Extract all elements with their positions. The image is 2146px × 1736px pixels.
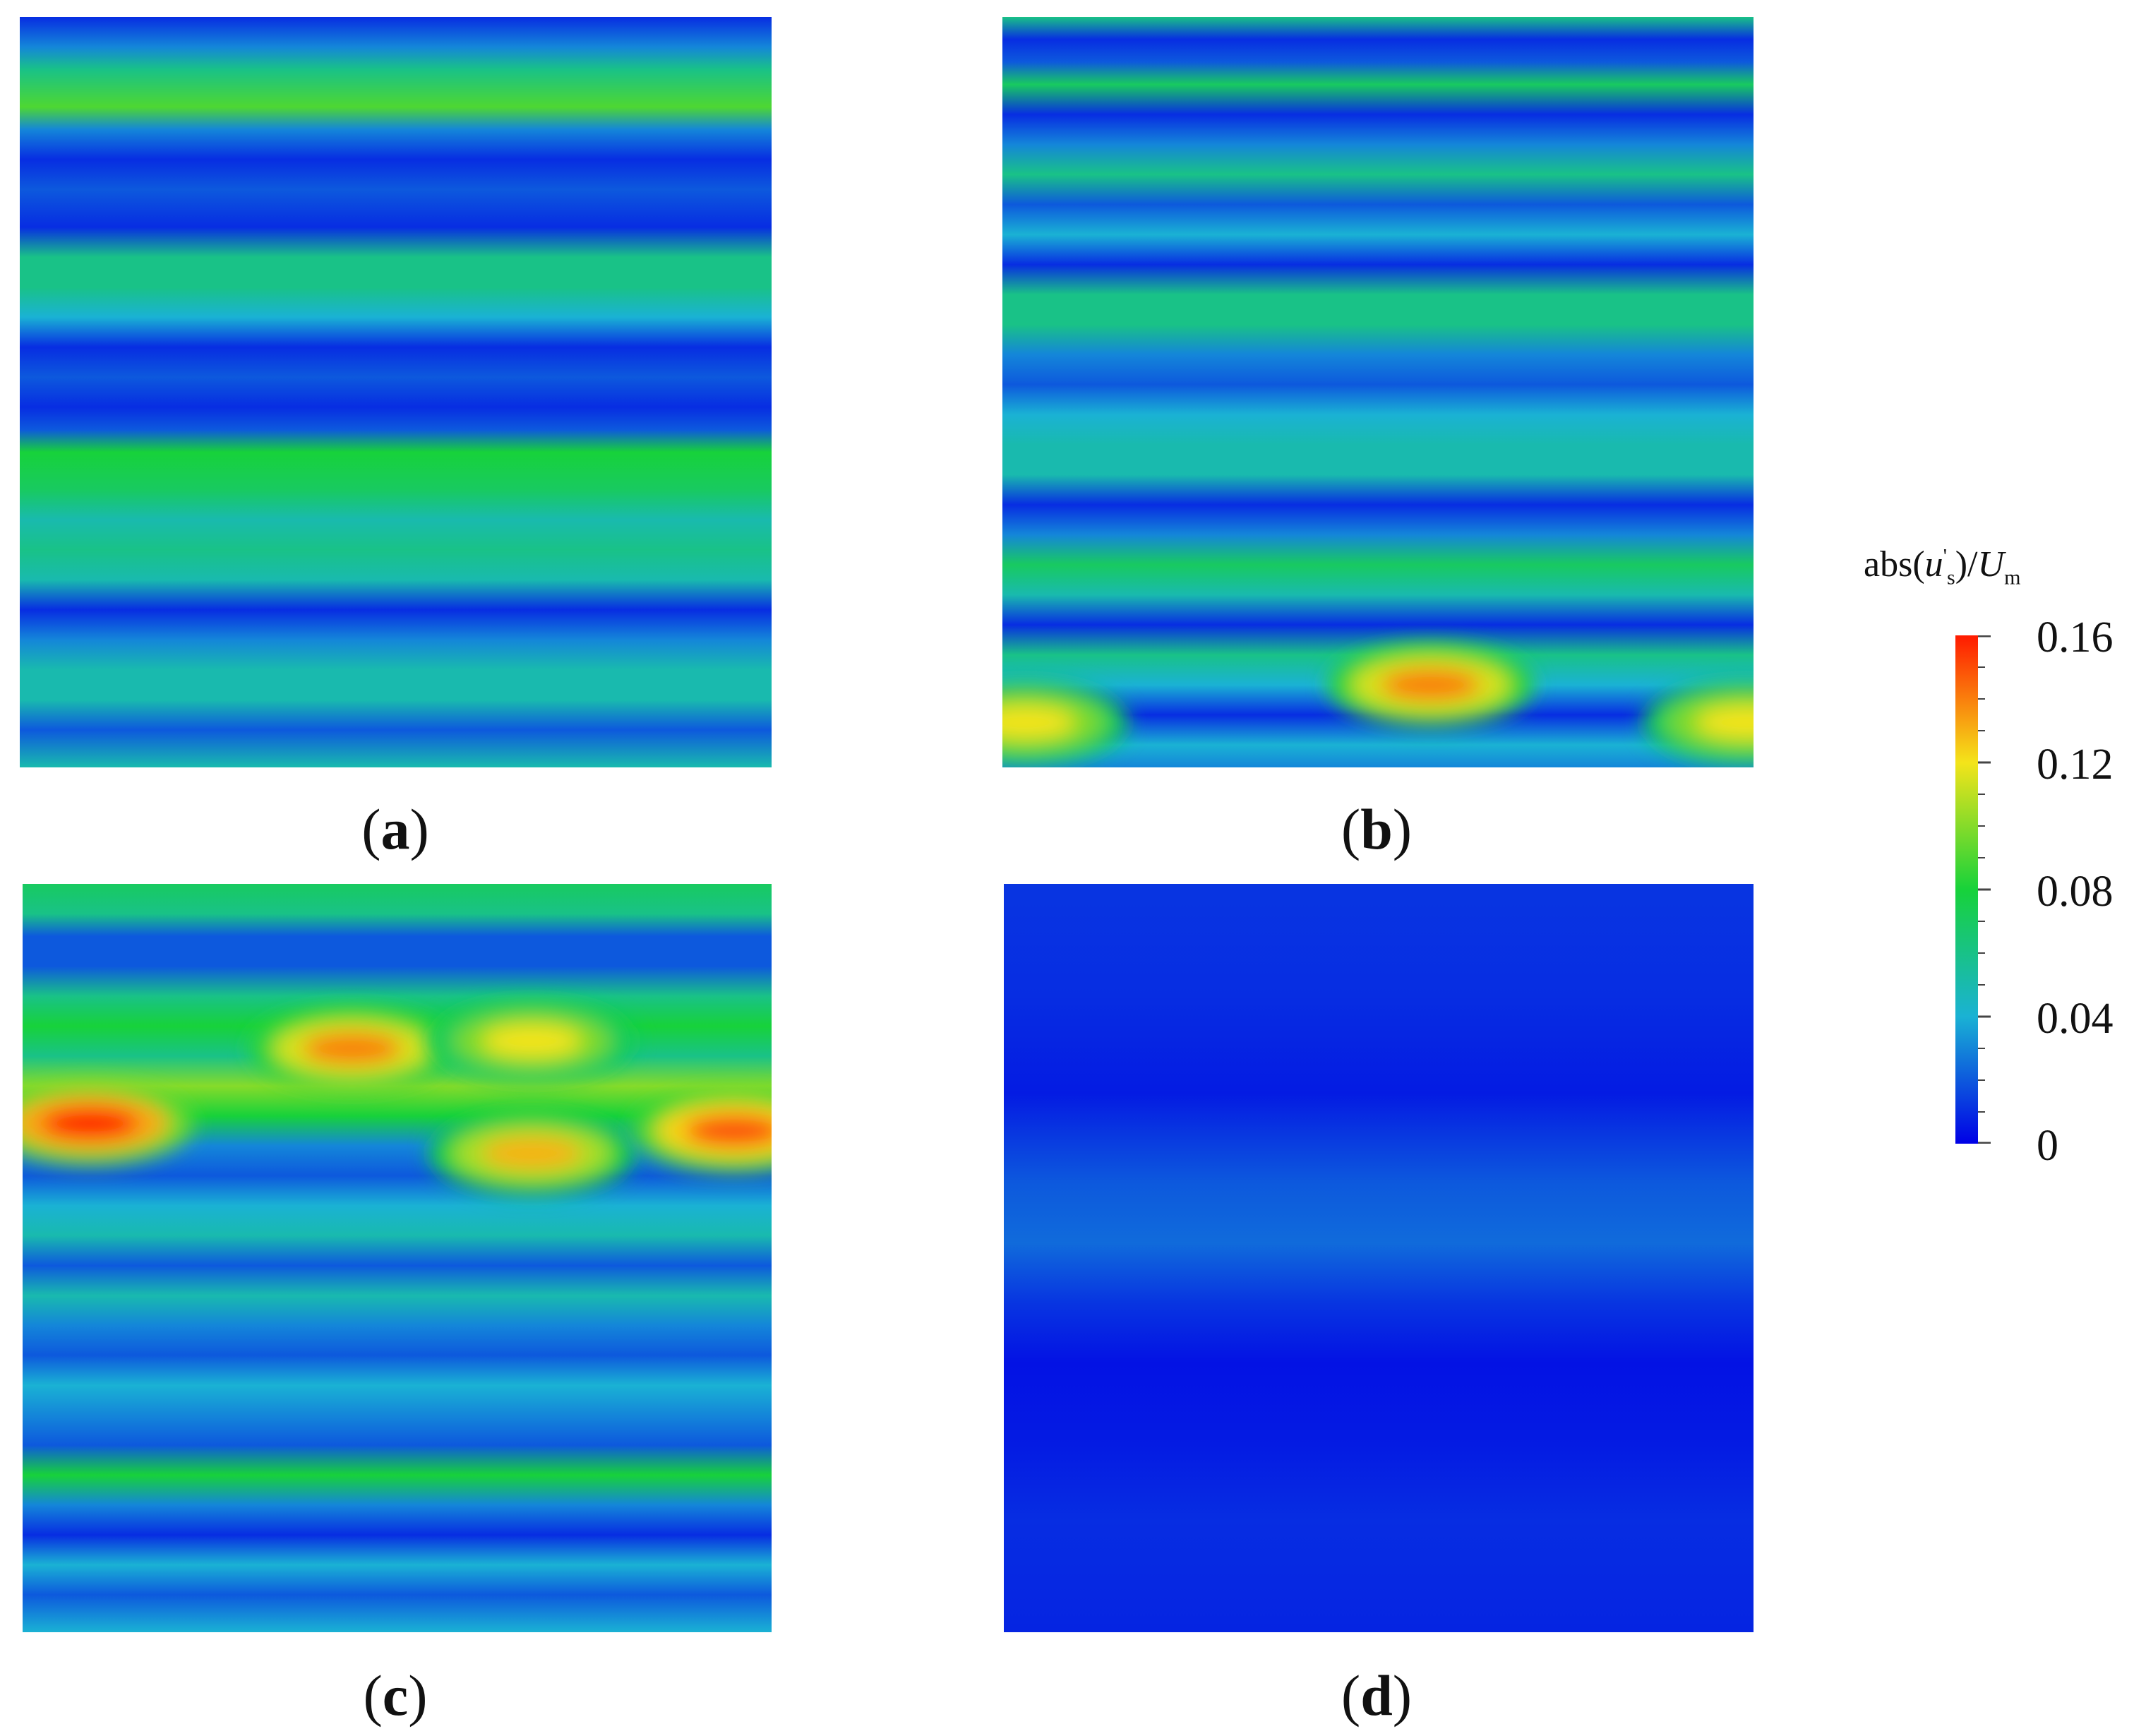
- colorbar-title-sup: ': [1943, 544, 1948, 568]
- colorbar-title-den-sub: m: [2004, 565, 2021, 589]
- panel-a-background: [20, 17, 772, 767]
- colorbar-gradient: [1955, 635, 1978, 1144]
- hotspot-c-1: [23, 1081, 193, 1166]
- colorbar-title: abs(u's)/Um: [1864, 544, 2146, 589]
- hotspot-b-1: [1327, 642, 1534, 727]
- colorbar-title-mid: )/: [1955, 544, 1978, 585]
- panel-d-field: [1004, 884, 1754, 1632]
- tick-label-0.16: 0.16: [2037, 613, 2114, 662]
- panel-b-field: [1002, 17, 1754, 767]
- panel-b: [1002, 17, 1754, 767]
- panel-a-field: [20, 17, 772, 767]
- colorbar-title-den: U: [1977, 544, 2005, 585]
- tick-label-0.04: 0.04: [2037, 995, 2114, 1043]
- panel-c: [23, 884, 772, 1632]
- hotspot-b-2: [1002, 680, 1129, 765]
- tick-label-0: 0: [2037, 1122, 2058, 1170]
- hotspot-c-4: [631, 1089, 772, 1173]
- colorbar-title-var: u: [1924, 544, 1943, 585]
- colorbar-title-prefix: abs(: [1864, 544, 1925, 585]
- hotspot-c-2: [248, 1006, 455, 1091]
- caption-b: (b): [1341, 797, 1413, 861]
- tick-label-0.08: 0.08: [2037, 868, 2114, 916]
- hotspot-c-3: [428, 1111, 635, 1195]
- colorbar: [1955, 635, 1991, 1144]
- hotspot-b-3: [1643, 680, 1754, 765]
- panel-c-field: [23, 884, 772, 1632]
- panel-b-background: [1002, 17, 1754, 767]
- caption-d: (d): [1341, 1663, 1413, 1728]
- caption-b-letter: b: [1360, 797, 1393, 861]
- colorbar-title-sub: s: [1947, 565, 1955, 589]
- panel-a: [20, 17, 772, 767]
- caption-c: (c): [363, 1663, 428, 1728]
- caption-a: (a): [361, 797, 429, 861]
- caption-d-letter: d: [1360, 1663, 1393, 1728]
- tick-label-0.12: 0.12: [2037, 741, 2114, 789]
- caption-c-letter: c: [382, 1663, 409, 1728]
- panel-d-background: [1004, 884, 1754, 1632]
- hotspot-c-5: [428, 999, 635, 1083]
- panel-d: [1004, 884, 1754, 1632]
- caption-a-letter: a: [380, 797, 410, 861]
- panel-c-background: [23, 884, 772, 1632]
